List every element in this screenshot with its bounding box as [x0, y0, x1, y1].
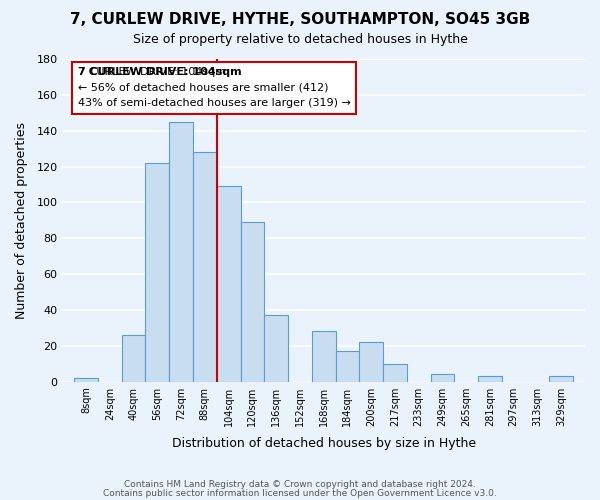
Bar: [478, 376, 502, 382]
Text: 7, CURLEW DRIVE, HYTHE, SOUTHAMPTON, SO45 3GB: 7, CURLEW DRIVE, HYTHE, SOUTHAMPTON, SO4…: [70, 12, 530, 28]
Bar: [359, 342, 383, 382]
Bar: [335, 351, 359, 382]
Y-axis label: Number of detached properties: Number of detached properties: [15, 122, 28, 319]
Bar: [431, 374, 454, 382]
Text: 7 CURLEW DRIVE: 104sqm
← 56% of detached houses are smaller (412)
43% of semi-de: 7 CURLEW DRIVE: 104sqm ← 56% of detached…: [78, 67, 351, 108]
Text: Contains public sector information licensed under the Open Government Licence v3: Contains public sector information licen…: [103, 489, 497, 498]
Bar: [122, 335, 145, 382]
Text: Size of property relative to detached houses in Hythe: Size of property relative to detached ho…: [133, 32, 467, 46]
Bar: [169, 122, 193, 382]
Bar: [264, 316, 288, 382]
Text: 7 CURLEW DRIVE: 104sqm: 7 CURLEW DRIVE: 104sqm: [78, 67, 242, 77]
Bar: [241, 222, 264, 382]
X-axis label: Distribution of detached houses by size in Hythe: Distribution of detached houses by size …: [172, 437, 476, 450]
Bar: [193, 152, 217, 382]
Bar: [312, 332, 335, 382]
Bar: [550, 376, 573, 382]
Bar: [217, 186, 241, 382]
Text: Contains HM Land Registry data © Crown copyright and database right 2024.: Contains HM Land Registry data © Crown c…: [124, 480, 476, 489]
Bar: [145, 163, 169, 382]
Bar: [383, 364, 407, 382]
Bar: [74, 378, 98, 382]
